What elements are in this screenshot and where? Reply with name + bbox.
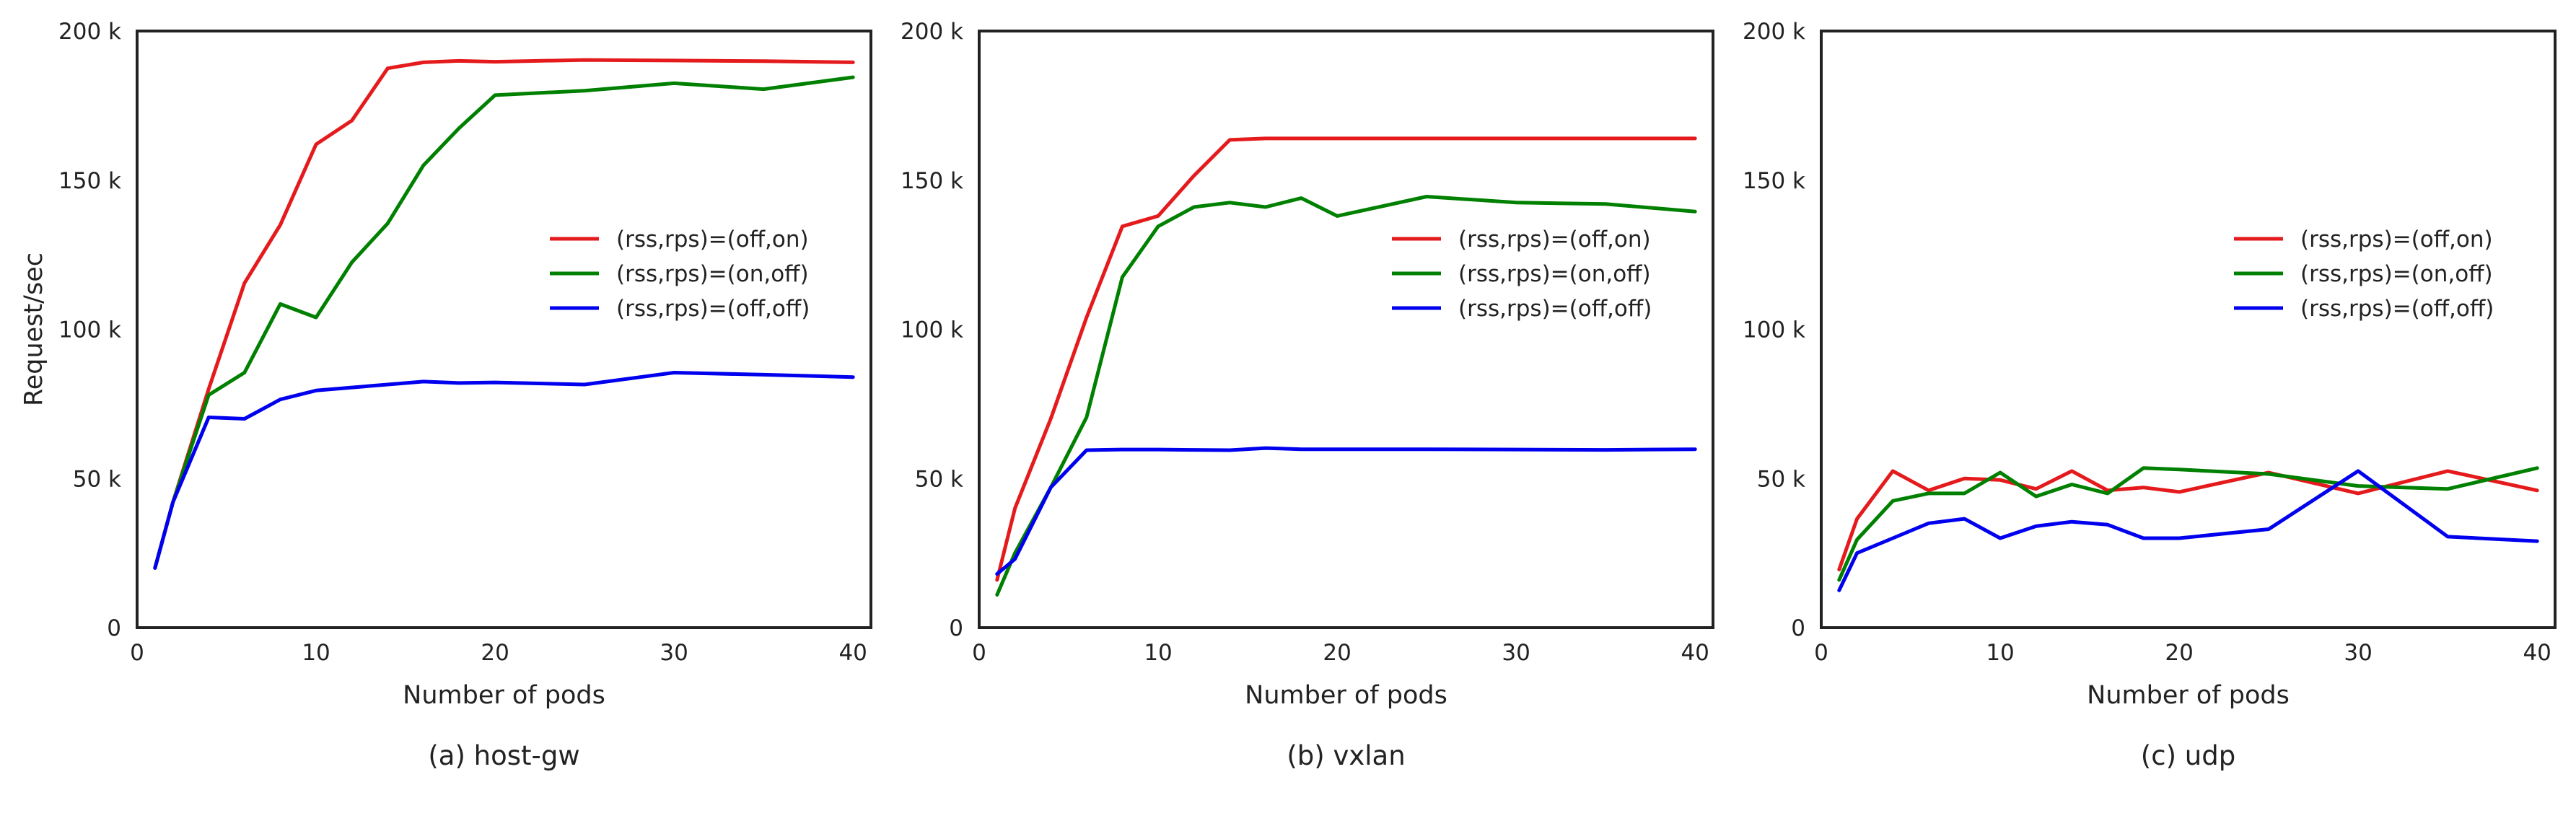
x-tick-label: 20 xyxy=(1323,640,1351,666)
x-tick-label: 20 xyxy=(2165,640,2193,666)
y-tick-label: 0 xyxy=(949,615,963,641)
panel-caption: (b) vxlan xyxy=(1287,740,1405,771)
x-tick-label: 30 xyxy=(1502,640,1530,666)
y-tick-label: 200 k xyxy=(1743,19,1805,45)
plot-frame xyxy=(978,30,1714,629)
legend-label: (rss,rps)=(on,off) xyxy=(2300,261,2493,287)
x-tick-label: 0 xyxy=(130,640,144,666)
y-tick-label: 50 k xyxy=(915,466,963,492)
series-line-1 xyxy=(1837,469,2539,571)
series-line-2 xyxy=(153,75,855,570)
x-tick-label: 30 xyxy=(660,640,688,666)
x-tick-label: 40 xyxy=(1681,640,1709,666)
y-tick-label: 150 k xyxy=(58,168,121,194)
y-tick-label: 100 k xyxy=(1743,317,1805,343)
y-axis-label: Request/sec xyxy=(19,253,48,406)
y-tick-label: 150 k xyxy=(901,168,963,194)
series-line-2 xyxy=(1837,466,2539,582)
y-tick-label: 100 k xyxy=(901,317,963,343)
series-line-3 xyxy=(995,446,1697,576)
chart-panel-3: 0 10 20 30 40 0 50 k 100 k 150 k 200 k Number of p… xyxy=(1743,19,2557,771)
legend-label: (rss,rps)=(off,off) xyxy=(616,296,810,322)
series-line-1 xyxy=(995,136,1697,582)
legend-label: (rss,rps)=(on,off) xyxy=(1458,261,1651,287)
x-axis-label: Number of pods xyxy=(2087,681,2290,710)
legend-label: (rss,rps)=(on,off) xyxy=(616,261,809,287)
y-tick-label: 50 k xyxy=(73,466,121,492)
y-tick-label: 0 xyxy=(1791,615,1805,641)
panel-caption: (a) host-gw xyxy=(428,740,579,771)
x-tick-label: 10 xyxy=(302,640,330,666)
legend-label: (rss,rps)=(off,on) xyxy=(616,227,809,253)
y-tick-label: 0 xyxy=(107,615,121,641)
series-line-1 xyxy=(153,58,855,570)
y-tick-label: 100 k xyxy=(58,317,121,343)
series-line-3 xyxy=(1837,469,2539,592)
plot-frame xyxy=(136,30,872,629)
y-tick-label: 200 k xyxy=(901,19,963,45)
chart-panel-1: 0 10 20 30 40 0 50 k 100 k 150 k 200 k Number of p… xyxy=(19,19,872,771)
panel-caption: (c) udp xyxy=(2141,740,2235,771)
legend: (rss,rps)=(off,on) (rss,rps)=(on,off) (rss… xyxy=(2234,227,2494,322)
x-tick-label: 40 xyxy=(2523,640,2551,666)
series-line-3 xyxy=(153,371,855,570)
x-tick-label: 20 xyxy=(481,640,509,666)
legend-label: (rss,rps)=(off,off) xyxy=(1458,296,1652,322)
legend-label: (rss,rps)=(off,on) xyxy=(2300,227,2493,253)
chart-panel-2: 0 10 20 30 40 0 50 k 100 k 150 k 200 k Number of p… xyxy=(901,19,1714,771)
y-tick-label: 150 k xyxy=(1743,168,1805,194)
legend: (rss,rps)=(off,on) (rss,rps)=(on,off) (rss… xyxy=(550,227,810,322)
x-axis-label: Number of pods xyxy=(403,681,605,710)
x-tick-label: 0 xyxy=(1814,640,1828,666)
legend-label: (rss,rps)=(off,on) xyxy=(1458,227,1651,253)
x-tick-label: 0 xyxy=(972,640,986,666)
x-tick-label: 10 xyxy=(1986,640,2014,666)
x-tick-label: 30 xyxy=(2344,640,2372,666)
x-tick-label: 10 xyxy=(1144,640,1172,666)
series-line-2 xyxy=(995,195,1697,597)
x-axis-label: Number of pods xyxy=(1245,681,1447,710)
x-tick-label: 40 xyxy=(838,640,867,666)
y-tick-label: 200 k xyxy=(58,19,121,45)
legend-label: (rss,rps)=(off,off) xyxy=(2300,296,2494,322)
legend: (rss,rps)=(off,on) (rss,rps)=(on,off) (rss… xyxy=(1392,227,1652,322)
y-tick-label: 50 k xyxy=(1757,466,1805,492)
plot-frame xyxy=(1820,30,2557,629)
